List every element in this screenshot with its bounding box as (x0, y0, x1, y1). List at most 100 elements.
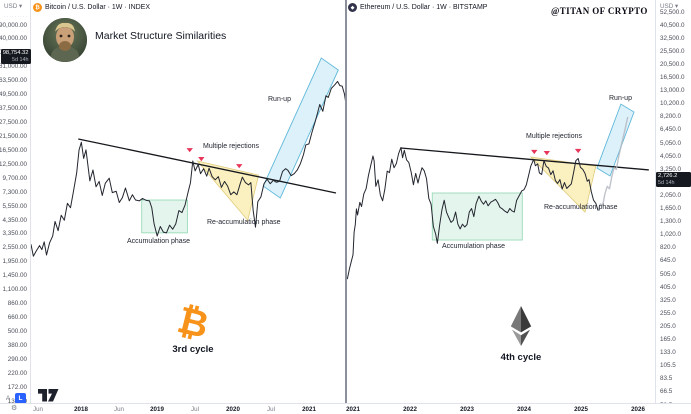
projection-path (597, 116, 629, 211)
time-label: Jul (267, 405, 275, 413)
rejection-arrow-icon (236, 164, 243, 169)
bitcoin-chart-canvas[interactable] (30, 0, 345, 404)
watermark: @TITAN OF CRYPTO (551, 6, 648, 16)
time-label: 2026 (631, 405, 645, 413)
price-label: 4,050.0 (660, 152, 682, 160)
price-label: 290.00 (7, 355, 27, 363)
runup-label-right: Run-up (609, 95, 632, 102)
last-price-badge-btc: 98,754.32 5d 14h (0, 49, 31, 64)
price-label: 40,500.0 (660, 21, 685, 29)
price-label: 25,500.0 (660, 47, 685, 55)
time-label: 2023 (460, 405, 474, 413)
time-label: 2021 (302, 405, 316, 413)
price-label: 83.5 (660, 375, 673, 383)
axis-overflow-dots: ········· (4, 14, 28, 20)
time-label: 2022 (403, 405, 417, 413)
gear-icon[interactable]: ⚙ (11, 405, 18, 412)
ethereum-logo (510, 306, 532, 346)
price-label: 20,500.0 (660, 60, 685, 68)
price-label: 5,550.00 (2, 202, 27, 210)
ethereum-chart-canvas[interactable] (347, 0, 655, 404)
price-label: 16,500.0 (660, 74, 685, 81)
bitcoin-icon: ₿ (33, 3, 42, 12)
price-label: 220.00 (7, 369, 27, 377)
runup-label-left: Run-up (268, 96, 291, 103)
time-label: 2018 (74, 405, 88, 413)
price-label: 1,300.0 (660, 218, 682, 226)
log-scale-button[interactable]: L (15, 392, 26, 404)
bitcoin-logo: ₿ (173, 298, 213, 347)
right-price-axis[interactable]: USD ▾ 52,500.0 40,500.0 32,500.0 25,500.0 20… (655, 0, 691, 409)
rejection-arrow-icon (574, 148, 582, 154)
price-label: 405.0 (660, 283, 676, 291)
bar-countdown: 5d 14h (12, 56, 29, 63)
re-accumulation-triangle (196, 160, 260, 222)
price-label: 105.5 (660, 362, 676, 370)
price-label: 32,500.0 (660, 34, 685, 42)
price-label: 1,020.0 (660, 231, 682, 239)
time-label: 2021 (346, 405, 360, 413)
price-label: 9,700.00 (2, 174, 27, 182)
multiple-rejections-label-left: Multiple rejections (203, 143, 260, 150)
price-label: 7,300.00 (2, 188, 27, 196)
price-label: 2,550.00 (2, 244, 27, 252)
bitcoin-legend[interactable]: ₿ Bitcoin / U.S. Dollar · 1W · INDEX (33, 3, 150, 12)
panel-divider (344, 0, 347, 404)
price-label: 5,050.0 (660, 139, 682, 147)
price-label: 255.0 (660, 309, 676, 317)
currency-dropdown-left[interactable]: USD ▾ (4, 3, 23, 10)
price-label: 52,500.0 (660, 8, 685, 16)
price-label: 12,500.00 (0, 160, 27, 168)
avatar (43, 18, 87, 62)
left-price-axis[interactable]: USD ▾ ········· 190,000.00140,000.00106,… (0, 0, 31, 405)
accumulation-box (141, 199, 188, 234)
time-label: 2020 (226, 405, 240, 413)
rejection-arrow-icon (198, 157, 205, 162)
price-label: 660.00 (7, 314, 27, 322)
bitcoin-symbol-text: Bitcoin / U.S. Dollar · 1W · INDEX (45, 4, 151, 11)
accumulation-label-left: Accumulation phase (127, 238, 191, 245)
tradingview-logo[interactable] (38, 389, 59, 407)
price-label: 820.0 (660, 244, 676, 252)
multiple-rejections-label-right: Multiple rejections (526, 133, 583, 140)
price-label: 27,500.00 (0, 119, 27, 126)
price-label: 3,250.0 (660, 165, 682, 173)
time-label: Jul (191, 405, 199, 413)
ethereum-legend[interactable]: ◆ Ethereum / U.S. Dollar · 1W · BITSTAMP (348, 3, 487, 12)
price-label: 645.0 (660, 257, 676, 265)
price-label: 3,350.00 (2, 230, 27, 238)
price-label: 10,200.0 (660, 100, 685, 108)
price-label: 1,100.00 (2, 286, 27, 294)
time-label: Jun (114, 405, 124, 413)
currency-dropdown-right[interactable]: USD ▾ (660, 3, 679, 10)
page-title: Market Structure Similarities (95, 30, 227, 42)
auto-scale-button[interactable]: A (5, 394, 11, 402)
re-accumulation-label-right: Re-accumulation phase (544, 204, 618, 211)
price-label: 860.00 (7, 300, 27, 308)
price-label: 2,050.0 (660, 191, 682, 199)
time-label: 2019 (150, 405, 164, 413)
time-axis[interactable]: ⚙ Jun 2018 Jun 2019 Jul 2020 Jul 2021 2021 2022 20… (0, 403, 691, 414)
price-label: 63,500.00 (0, 77, 27, 85)
price-label: 13,000.0 (660, 87, 685, 95)
time-label: 2024 (517, 405, 531, 413)
price-label: 16,500.00 (0, 146, 27, 154)
price-label: 172.00 (7, 383, 27, 391)
eth-cycle-block: 4th cycle (485, 306, 557, 363)
chevron-down-icon: ▾ (19, 3, 23, 10)
accumulation-label-right: Accumulation phase (442, 243, 506, 250)
time-label: Jun (33, 405, 43, 413)
price-label: 1,950.00 (2, 258, 27, 266)
ethereum-icon: ◆ (348, 3, 357, 12)
price-label: 37,500.00 (0, 105, 27, 113)
price-series (30, 80, 345, 257)
run-up-channel (596, 103, 635, 177)
price-label: 66.5 (660, 388, 673, 396)
ethereum-symbol-text: Ethereum / U.S. Dollar · 1W · BITSTAMP (360, 4, 488, 11)
price-label: 8,200.0 (660, 113, 682, 121)
price-label: 190,000.00 (0, 21, 27, 29)
re-accumulation-label-left: Re-accumulation phase (207, 219, 281, 226)
run-up-channel (262, 57, 339, 199)
price-label: 81,000.00 (0, 63, 27, 71)
